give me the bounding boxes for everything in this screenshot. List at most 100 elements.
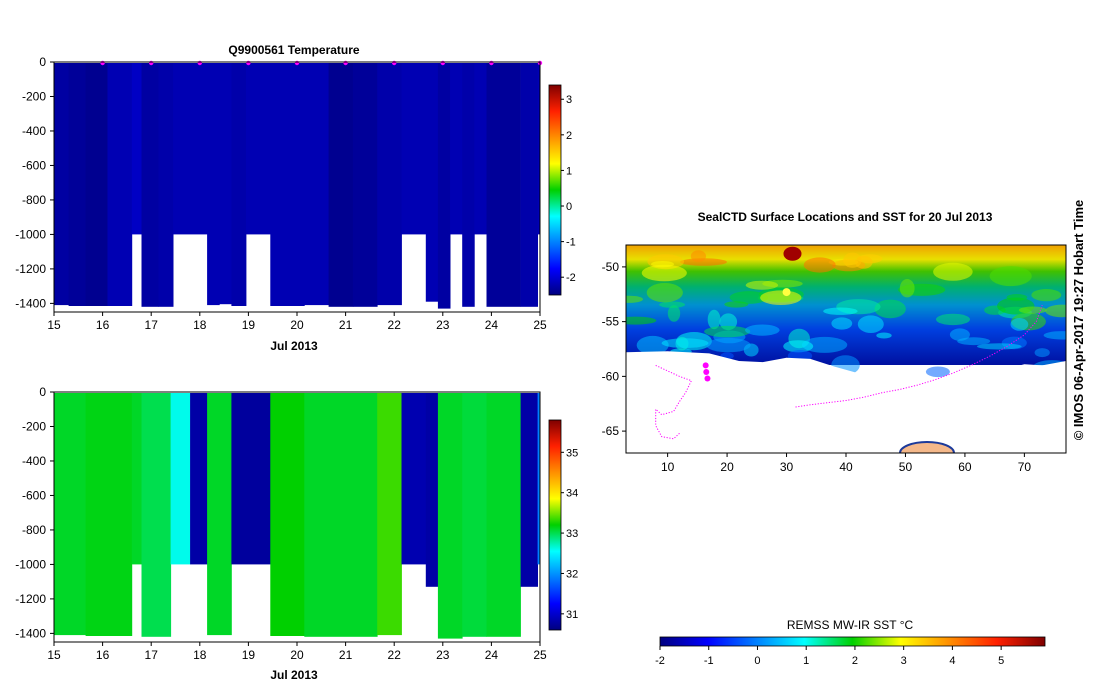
sst-patch <box>949 328 970 341</box>
sst-colorbar <box>659 636 1046 647</box>
salinity-x-label: Jul 2013 <box>270 668 318 682</box>
x-tick-label: 19 <box>242 318 256 332</box>
profile-cell <box>520 393 538 587</box>
y-tick-label: -1400 <box>15 626 46 640</box>
x-tick-label: 16 <box>96 648 110 662</box>
profile-cell <box>141 393 172 637</box>
sst-patches <box>626 246 1066 378</box>
surface-marker <box>440 60 445 66</box>
profile-cell <box>68 63 86 306</box>
profile-cell <box>377 393 402 636</box>
colorbar-tick-label: 32 <box>566 568 578 580</box>
x-tick-label: 23 <box>436 318 450 332</box>
lon-tick-label: 20 <box>720 460 734 474</box>
y-tick-label: -1000 <box>15 227 46 241</box>
profile-cell <box>486 393 521 637</box>
profile-cell <box>520 63 538 307</box>
sst-patch <box>936 313 970 326</box>
antarctic-land <box>899 441 955 453</box>
sst-patch <box>1034 348 1050 358</box>
colorbar-tick-label: -1 <box>566 237 576 249</box>
y-tick-label: -1000 <box>15 557 46 571</box>
colorbar-tick-label: 3 <box>566 94 572 106</box>
sst-patch <box>704 325 751 338</box>
sst-patch <box>1018 306 1047 314</box>
sst-patch <box>706 337 751 353</box>
lon-tick-label: 40 <box>839 460 853 474</box>
x-tick-label: 22 <box>388 318 402 332</box>
salinity-profiles <box>54 393 541 639</box>
profile-cell <box>131 393 142 565</box>
profile-cell <box>141 63 159 307</box>
sst-patch <box>1043 331 1066 340</box>
x-tick-label: 16 <box>96 318 110 332</box>
sst-patch <box>680 258 727 266</box>
sst-patch <box>729 291 768 304</box>
sea-ice-mask <box>626 351 1066 453</box>
y-tick-label: -1400 <box>15 296 46 310</box>
warm-spot <box>782 288 791 297</box>
seal-location-point <box>704 375 711 382</box>
x-tick-label: 21 <box>339 648 353 662</box>
sst-colorbar-tick-label: 0 <box>754 655 760 667</box>
surface-marker <box>149 60 154 66</box>
profile-cell <box>207 393 232 636</box>
salinity-x-axis: 15 16 17 18 19 20 21 22 23 24 25 <box>47 642 547 662</box>
colorbar-tick-label: 33 <box>566 528 578 540</box>
y-tick-label: -200 <box>22 419 46 433</box>
seal-surface-locations <box>702 362 711 382</box>
temperature-colorbar-ticks: -2 -1 0 1 2 3 <box>561 94 576 284</box>
surface-marker <box>197 60 202 66</box>
sst-patch <box>899 279 915 298</box>
sst-patch <box>1045 304 1066 318</box>
colorbar-tick-label: -2 <box>566 272 576 284</box>
sst-patch <box>976 343 1022 350</box>
lon-tick-label: 30 <box>780 460 794 474</box>
x-tick-label: 25 <box>533 648 547 662</box>
lat-tick-label: -60 <box>602 369 620 383</box>
profile-cell <box>425 63 439 302</box>
surface-marker <box>246 60 251 66</box>
profile-cell <box>401 63 427 235</box>
y-tick-label: -1200 <box>15 592 46 606</box>
sst-colorbar-label: REMSS MW-IR SST °C <box>787 618 914 632</box>
profile-cell <box>207 63 220 306</box>
temperature-colorbar <box>548 84 562 296</box>
profile-cell <box>537 63 541 235</box>
profile-cell <box>190 393 208 565</box>
lon-tick-label: 10 <box>661 460 675 474</box>
sst-patch <box>636 335 669 355</box>
x-tick-label: 23 <box>436 648 450 662</box>
y-tick-label: 0 <box>39 55 46 69</box>
sst-colorbar-tick-label: -1 <box>704 655 714 667</box>
sst-patch <box>626 316 657 325</box>
y-tick-label: -200 <box>22 89 46 103</box>
surface-marker <box>489 60 494 66</box>
sst-patch <box>1006 294 1028 301</box>
profile-cell <box>474 63 487 235</box>
lon-tick-label: 70 <box>1018 460 1032 474</box>
sst-patch <box>876 332 892 339</box>
temperature-profiles <box>54 63 541 309</box>
profile-cell <box>425 393 439 587</box>
profile-cell <box>304 393 378 637</box>
copyright-watermark: © IMOS 06-Apr-2017 19:27 Hobart Time <box>1071 200 1086 441</box>
colorbar-tick-label: 35 <box>566 447 578 459</box>
x-tick-label: 20 <box>290 648 304 662</box>
profile-cell <box>462 63 475 307</box>
longitude-axis: 10 20 30 40 50 60 70 <box>661 453 1031 474</box>
surface-marker <box>392 60 397 66</box>
sst-patch <box>803 257 836 273</box>
sst-patch <box>933 262 973 281</box>
x-tick-label: 25 <box>533 318 547 332</box>
profile-cell <box>450 63 463 235</box>
x-tick-label: 18 <box>193 648 207 662</box>
sst-patch <box>989 266 1032 287</box>
y-tick-label: -600 <box>22 158 46 172</box>
sst-colorbar-tick-label: 1 <box>803 655 809 667</box>
sst-patch <box>659 301 686 308</box>
sst-patch <box>874 299 906 319</box>
colorbar-tick-label: 0 <box>566 201 572 213</box>
y-tick-label: -400 <box>22 124 46 138</box>
seal-location-point <box>702 362 709 369</box>
